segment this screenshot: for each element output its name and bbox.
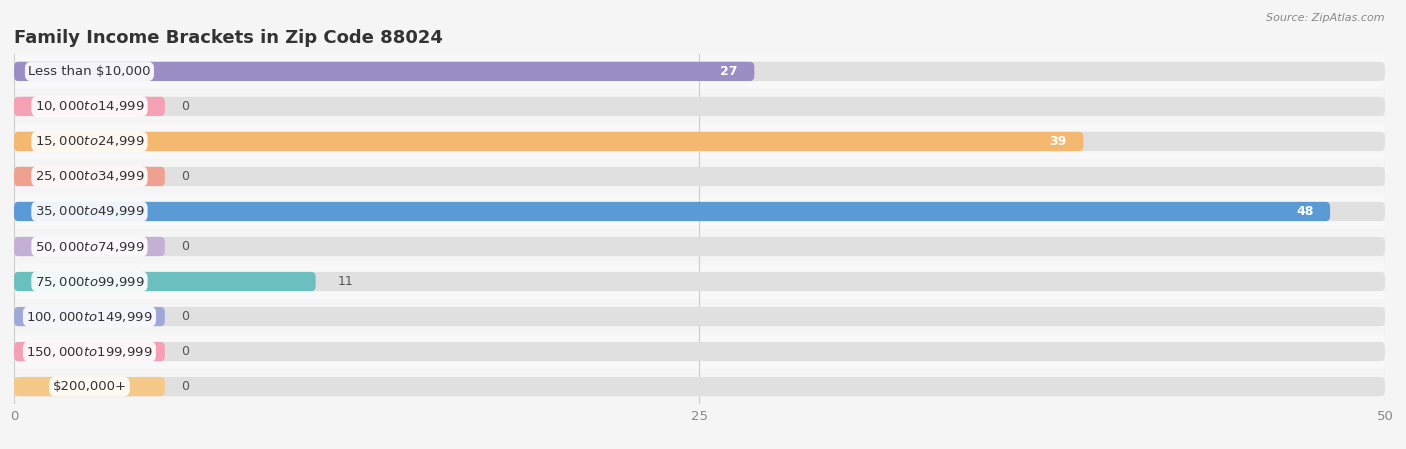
FancyBboxPatch shape xyxy=(0,54,1406,89)
FancyBboxPatch shape xyxy=(14,342,1385,361)
FancyBboxPatch shape xyxy=(14,377,1385,396)
FancyBboxPatch shape xyxy=(14,132,1385,151)
Text: 0: 0 xyxy=(181,380,190,393)
FancyBboxPatch shape xyxy=(14,62,1385,81)
Text: 0: 0 xyxy=(181,310,190,323)
Text: $15,000 to $24,999: $15,000 to $24,999 xyxy=(35,134,145,149)
FancyBboxPatch shape xyxy=(14,97,165,116)
Text: 48: 48 xyxy=(1296,205,1313,218)
Text: 0: 0 xyxy=(181,240,190,253)
FancyBboxPatch shape xyxy=(14,377,165,396)
Text: $200,000+: $200,000+ xyxy=(52,380,127,393)
FancyBboxPatch shape xyxy=(14,202,1385,221)
FancyBboxPatch shape xyxy=(14,342,165,361)
FancyBboxPatch shape xyxy=(14,307,1385,326)
Text: 0: 0 xyxy=(181,100,190,113)
Text: Less than $10,000: Less than $10,000 xyxy=(28,65,150,78)
Text: $50,000 to $74,999: $50,000 to $74,999 xyxy=(35,239,145,254)
FancyBboxPatch shape xyxy=(14,307,165,326)
FancyBboxPatch shape xyxy=(0,264,1406,299)
Text: 39: 39 xyxy=(1050,135,1067,148)
FancyBboxPatch shape xyxy=(14,202,1330,221)
Text: $150,000 to $199,999: $150,000 to $199,999 xyxy=(27,344,153,359)
Text: $75,000 to $99,999: $75,000 to $99,999 xyxy=(35,274,145,289)
FancyBboxPatch shape xyxy=(0,124,1406,159)
Text: $100,000 to $149,999: $100,000 to $149,999 xyxy=(27,309,153,324)
FancyBboxPatch shape xyxy=(14,272,1385,291)
FancyBboxPatch shape xyxy=(14,237,1385,256)
Text: 27: 27 xyxy=(720,65,738,78)
Text: 11: 11 xyxy=(337,275,353,288)
FancyBboxPatch shape xyxy=(14,97,1385,116)
Text: $25,000 to $34,999: $25,000 to $34,999 xyxy=(35,169,145,184)
FancyBboxPatch shape xyxy=(14,132,1084,151)
Text: $10,000 to $14,999: $10,000 to $14,999 xyxy=(35,99,145,114)
FancyBboxPatch shape xyxy=(0,194,1406,229)
Text: $35,000 to $49,999: $35,000 to $49,999 xyxy=(35,204,145,219)
FancyBboxPatch shape xyxy=(14,167,165,186)
FancyBboxPatch shape xyxy=(14,237,165,256)
Text: Family Income Brackets in Zip Code 88024: Family Income Brackets in Zip Code 88024 xyxy=(14,29,443,47)
FancyBboxPatch shape xyxy=(14,62,754,81)
FancyBboxPatch shape xyxy=(14,272,315,291)
FancyBboxPatch shape xyxy=(14,167,1385,186)
Text: 0: 0 xyxy=(181,345,190,358)
FancyBboxPatch shape xyxy=(0,334,1406,369)
Text: Source: ZipAtlas.com: Source: ZipAtlas.com xyxy=(1267,13,1385,23)
Text: 0: 0 xyxy=(181,170,190,183)
